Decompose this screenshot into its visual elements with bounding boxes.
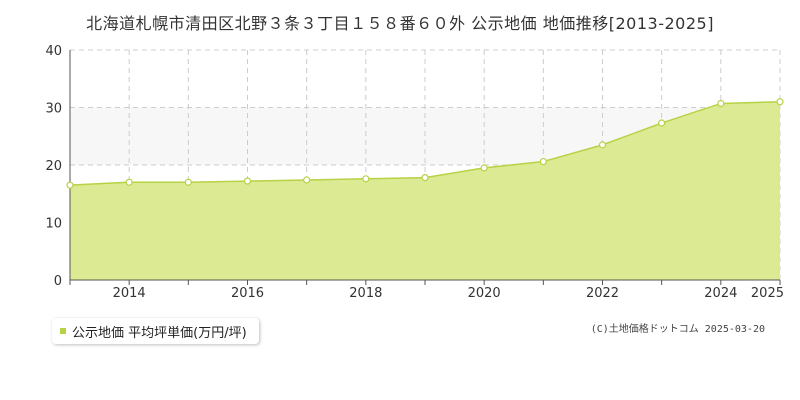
- data-point: [539, 157, 547, 166]
- x-tick-label: 2020: [468, 286, 501, 301]
- chart-title: 北海道札幌市清田区北野３条３丁目１５８番６０外 公示地価 地価推移[2013-2…: [86, 14, 714, 33]
- x-tick-label: 2025: [751, 286, 784, 301]
- y-tick-label: 40: [45, 44, 62, 59]
- data-point: [717, 99, 725, 108]
- data-point: [184, 178, 192, 186]
- data-point: [598, 141, 607, 149]
- x-tick-label: 2024: [704, 286, 737, 301]
- data-point: [243, 177, 252, 185]
- data-point: [776, 98, 784, 106]
- data-point: [66, 181, 74, 189]
- legend: 公示地価 平均坪単価(万円/坪): [52, 318, 259, 344]
- legend-label: 公示地価 平均坪単価(万円/坪): [72, 325, 247, 341]
- y-tick-label: 10: [45, 217, 62, 232]
- data-point: [480, 164, 488, 172]
- credit-text: (C)土地価格ドットコム 2025-03-20: [590, 324, 765, 335]
- legend-swatch: [60, 328, 66, 334]
- data-point: [362, 175, 370, 183]
- x-tick-label: 2022: [586, 286, 619, 301]
- x-tick-label: 2014: [113, 286, 146, 301]
- data-point: [125, 178, 133, 186]
- y-tick-label: 0: [54, 274, 62, 289]
- data-point: [421, 174, 429, 182]
- x-tick-label: 2016: [231, 286, 264, 301]
- y-tick-label: 20: [45, 159, 62, 174]
- y-tick-label: 30: [45, 102, 62, 117]
- data-point: [658, 119, 666, 127]
- data-point: [303, 176, 311, 184]
- x-tick-label: 2018: [349, 286, 382, 301]
